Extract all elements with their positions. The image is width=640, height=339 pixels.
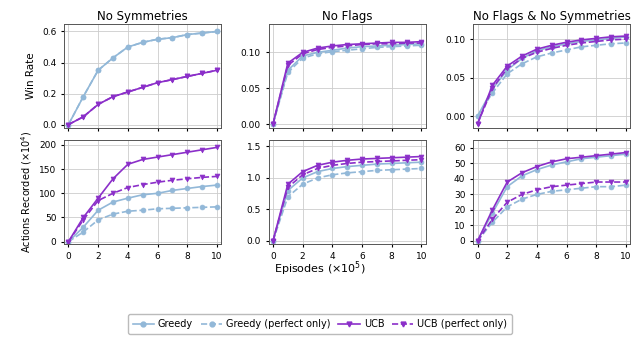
Legend: Greedy, Greedy (perfect only), UCB, UCB (perfect only): Greedy, Greedy (perfect only), UCB, UCB … (128, 314, 512, 334)
Title: No Flags & No Symmetries: No Flags & No Symmetries (473, 9, 630, 23)
Text: Episodes ($\times10^5$): Episodes ($\times10^5$) (274, 260, 366, 278)
Y-axis label: Win Rate: Win Rate (26, 53, 36, 99)
Title: No Symmetries: No Symmetries (97, 9, 188, 23)
Title: No Flags: No Flags (322, 9, 372, 23)
Y-axis label: Actions Recorded ($\times10^4$): Actions Recorded ($\times10^4$) (19, 131, 33, 253)
